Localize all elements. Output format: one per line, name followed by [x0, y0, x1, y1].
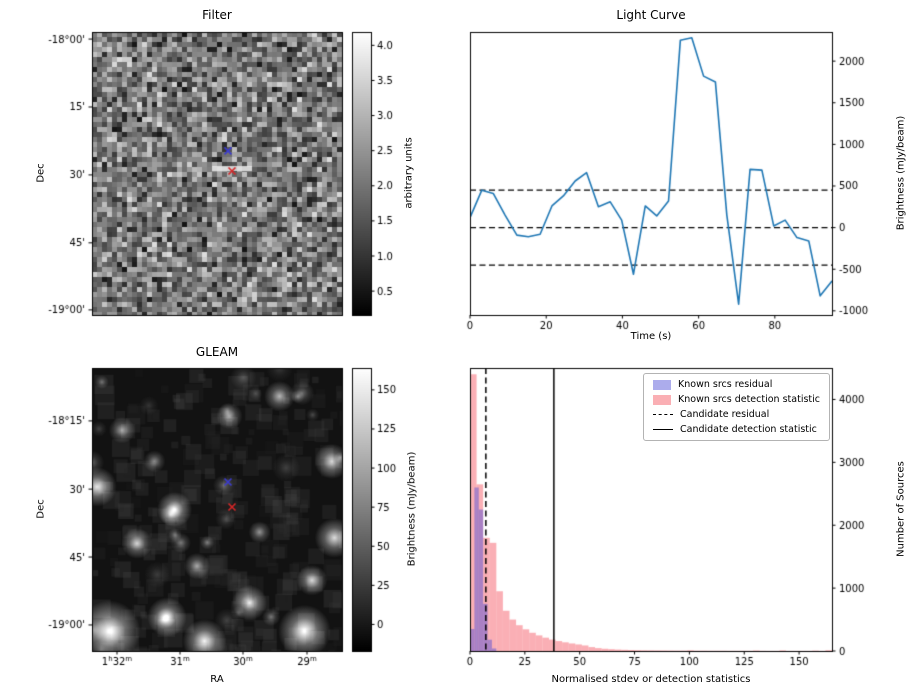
gleam-xlabel: RA: [210, 674, 224, 685]
light-curve-ylabel: Brightness (mJy/beam): [895, 115, 907, 231]
solid-line-icon: [653, 429, 673, 430]
legend-label-candidate-residual: Candidate residual: [680, 409, 770, 420]
legend-label-known-srcs-residual: Known srcs residual: [678, 379, 773, 390]
filter-title: Filter: [202, 8, 232, 22]
legend-label-known-srcs-detection: Known srcs detection statistic: [678, 394, 820, 405]
legend-item-known-srcs-detection: Known srcs detection statistic: [653, 394, 820, 405]
filter-colorbar-label: arbitrary units: [403, 137, 415, 209]
histogram-ylabel: Number of Sources: [895, 461, 907, 557]
gleam-colorbar-label: Brightness (mJy/beam): [406, 451, 418, 567]
legend-item-known-srcs-residual: Known srcs residual: [653, 379, 820, 390]
legend-item-candidate-detection: Candidate detection statistic: [653, 424, 820, 435]
light-curve-xlabel: Time (s): [630, 331, 672, 342]
histogram-xlabel: Normalised stdev or detection statistics: [551, 674, 751, 685]
legend-label-candidate-detection: Candidate detection statistic: [680, 424, 817, 435]
gleam-ylabel: Dec: [35, 499, 47, 519]
gleam-title: GLEAM: [195, 345, 239, 359]
dashed-line-icon: [653, 414, 673, 415]
filter-ylabel: Dec: [35, 163, 47, 183]
known-srcs-residual-patch-icon: [653, 379, 671, 390]
legend-item-candidate-residual: Candidate residual: [653, 409, 820, 420]
known-srcs-detection-patch-icon: [653, 394, 671, 405]
light-curve-title: Light Curve: [616, 8, 686, 22]
histogram-legend: Known srcs residual Known srcs detection…: [643, 373, 830, 441]
